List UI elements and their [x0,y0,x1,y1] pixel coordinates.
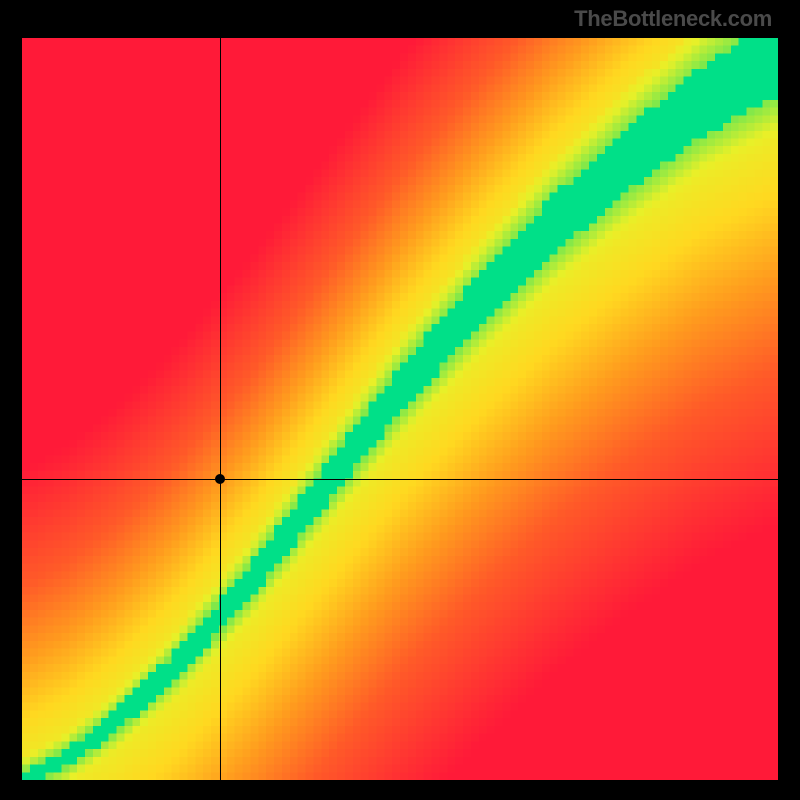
plot-area [22,38,778,780]
bottleneck-heatmap [22,38,778,780]
crosshair-vertical-line [220,38,221,780]
crosshair-horizontal-line [22,479,778,480]
selection-marker-dot [215,474,225,484]
attribution-watermark: TheBottleneck.com [574,6,772,32]
